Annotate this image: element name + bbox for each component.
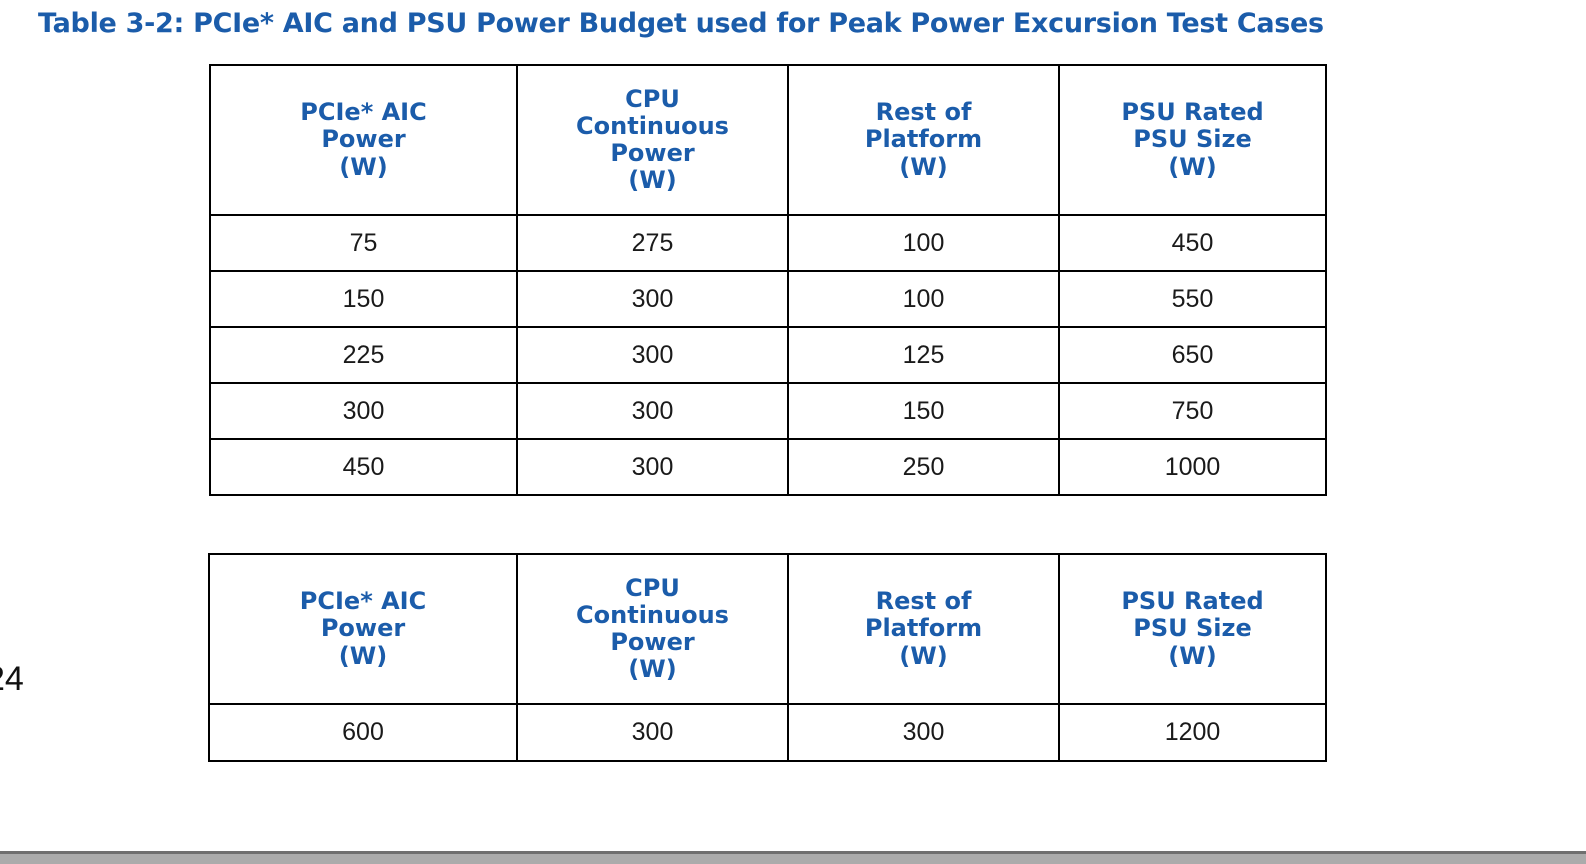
table-header-row: PCIe* AIC Power (W) CPU Continuous Power… — [209, 64, 1327, 216]
column-header-rest-of-platform: Rest of Platform (W) — [787, 553, 1060, 705]
page-number: 24 — [0, 660, 24, 698]
table-cell: 150 — [209, 270, 518, 328]
table-cell: 300 — [787, 703, 1060, 762]
window-bottom-bar — [0, 854, 1586, 864]
table-cell: 275 — [516, 214, 789, 272]
table-cell: 650 — [1058, 326, 1327, 384]
table-cell: 450 — [209, 438, 518, 496]
column-header-rest-of-platform: Rest of Platform (W) — [787, 64, 1060, 216]
table-cell: 75 — [209, 214, 518, 272]
table-cell: 1000 — [1058, 438, 1327, 496]
table-header-row: PCIe* AIC Power (W) CPU Continuous Power… — [208, 553, 1327, 705]
column-header-psu-size: PSU Rated PSU Size (W) — [1058, 64, 1327, 216]
table-row: 300 300 150 750 — [209, 382, 1327, 440]
table-row: 450 300 250 1000 — [209, 438, 1327, 496]
table-cell: 300 — [516, 326, 789, 384]
table-cell: 300 — [516, 703, 789, 762]
table-row: 600 300 300 1200 — [208, 703, 1327, 762]
column-header-cpu-power: CPU Continuous Power (W) — [516, 64, 789, 216]
table-cell: 150 — [787, 382, 1060, 440]
table-cell: 125 — [787, 326, 1060, 384]
table-row: 150 300 100 550 — [209, 270, 1327, 328]
table-cell: 100 — [787, 214, 1060, 272]
table-caption: Table 3-2: PCIe* AIC and PSU Power Budge… — [38, 8, 1324, 39]
table-cell: 1200 — [1058, 703, 1327, 762]
table-cell: 750 — [1058, 382, 1327, 440]
power-budget-table-upper: PCIe* AIC Power (W) CPU Continuous Power… — [209, 64, 1327, 496]
table-cell: 550 — [1058, 270, 1327, 328]
table-cell: 300 — [516, 438, 789, 496]
column-header-psu-size: PSU Rated PSU Size (W) — [1058, 553, 1327, 705]
window-bottom-edge-line — [0, 851, 1586, 854]
table-cell: 450 — [1058, 214, 1327, 272]
table-cell: 300 — [209, 382, 518, 440]
power-budget-table-lower: PCIe* AIC Power (W) CPU Continuous Power… — [208, 553, 1327, 762]
table-cell: 100 — [787, 270, 1060, 328]
table-cell: 300 — [516, 382, 789, 440]
table-cell: 600 — [208, 703, 518, 762]
column-header-aic-power: PCIe* AIC Power (W) — [209, 64, 518, 216]
table-cell: 300 — [516, 270, 789, 328]
table-cell: 225 — [209, 326, 518, 384]
table-row: 75 275 100 450 — [209, 214, 1327, 272]
column-header-aic-power: PCIe* AIC Power (W) — [208, 553, 518, 705]
table-row: 225 300 125 650 — [209, 326, 1327, 384]
table-cell: 250 — [787, 438, 1060, 496]
column-header-cpu-power: CPU Continuous Power (W) — [516, 553, 789, 705]
